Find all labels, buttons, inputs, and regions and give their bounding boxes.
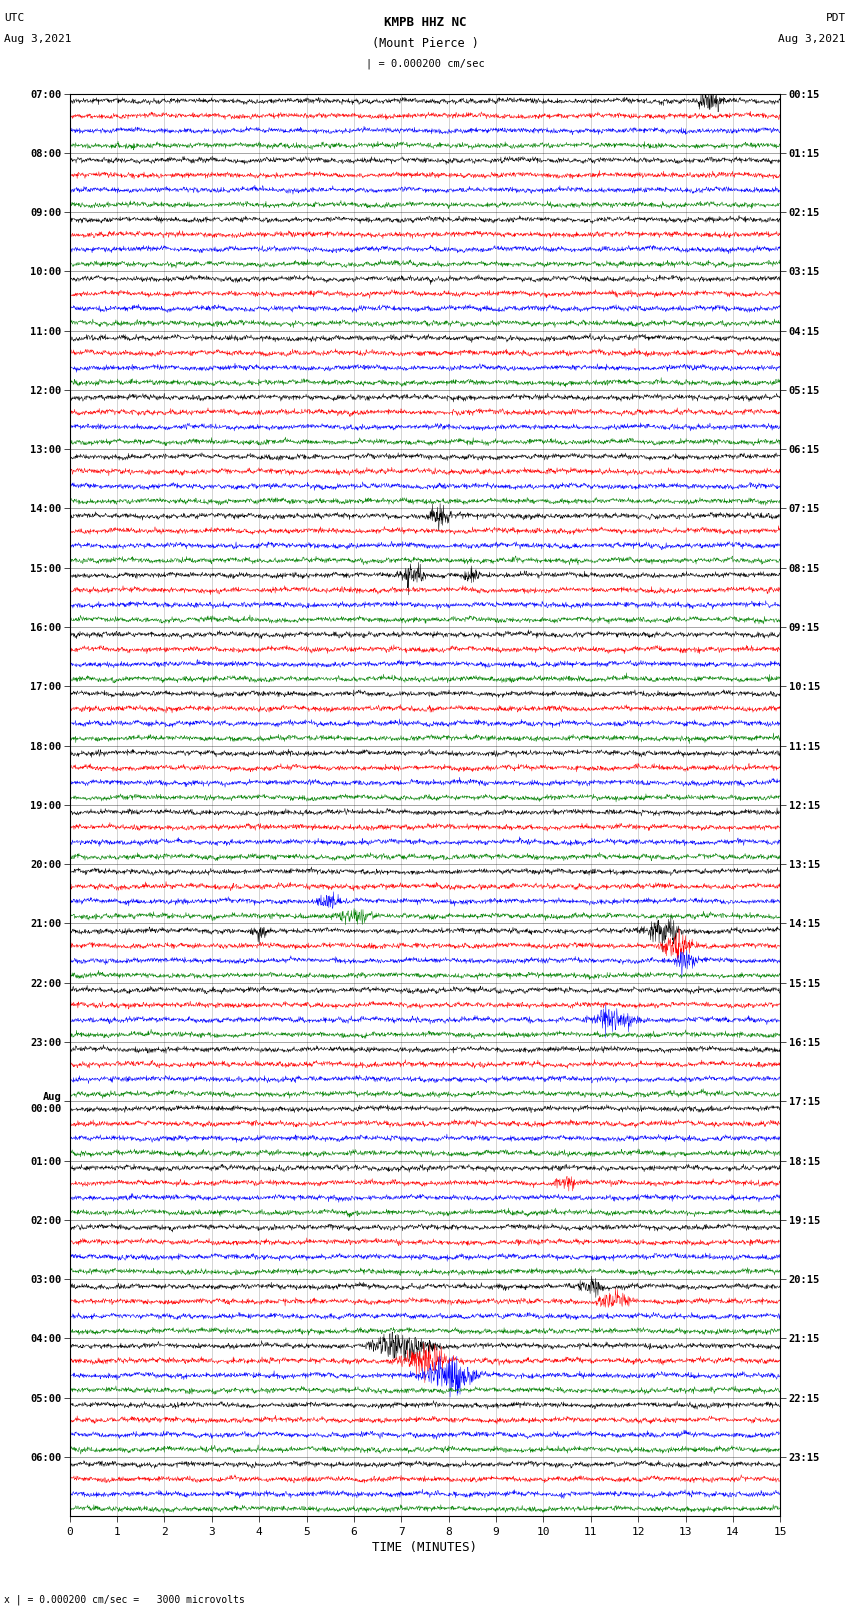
Text: Aug 3,2021: Aug 3,2021 bbox=[779, 34, 846, 44]
Text: KMPB HHZ NC: KMPB HHZ NC bbox=[383, 16, 467, 29]
Text: PDT: PDT bbox=[825, 13, 846, 23]
Text: UTC: UTC bbox=[4, 13, 25, 23]
Text: | = 0.000200 cm/sec: | = 0.000200 cm/sec bbox=[366, 58, 484, 69]
Text: Aug 3,2021: Aug 3,2021 bbox=[4, 34, 71, 44]
Text: (Mount Pierce ): (Mount Pierce ) bbox=[371, 37, 479, 50]
X-axis label: TIME (MINUTES): TIME (MINUTES) bbox=[372, 1540, 478, 1553]
Text: x | = 0.000200 cm/sec =   3000 microvolts: x | = 0.000200 cm/sec = 3000 microvolts bbox=[4, 1594, 245, 1605]
